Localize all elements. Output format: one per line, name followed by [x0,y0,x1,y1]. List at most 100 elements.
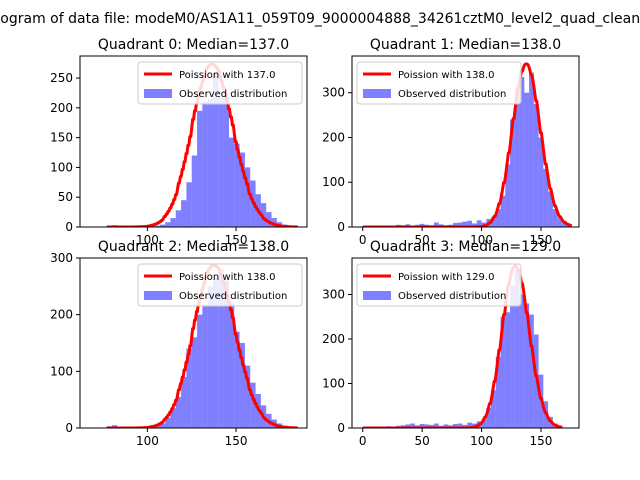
histogram-bar [529,314,534,428]
histogram-bar [519,294,525,428]
x-tick-label: 150 [225,233,248,247]
x-tick-label: 150 [225,434,248,448]
quadrant-2-chart: 100 150 0 100 200 300 Quadrant 2: Median=138.0… [50,239,308,448]
histogram-bar [505,164,511,227]
quadrant-0-chart: 100 150 0 50 100 150 200 250 Quadrant 0: Median=… [50,37,308,247]
legend-observed-swatch [144,89,172,98]
legend: Poission with 138.0 Observed distribution [137,263,303,307]
legend-fit-label: Poission with 138.0 [179,272,275,283]
histogram-bar [434,423,439,428]
histogram-bar [429,424,434,428]
histogram-bar [453,423,458,428]
histogram-bar [514,270,520,428]
legend-observed-label: Observed distribution [179,89,287,100]
histogram-bar [218,97,224,227]
histogram-bar [476,220,482,227]
histogram-bar [562,223,568,227]
y-tick-label: 200 [322,332,345,346]
x-tick-label: 100 [136,233,159,247]
histogram-bar [424,424,430,428]
x-tick-label: 0 [359,233,367,247]
y-tick-label: 0 [65,421,73,435]
legend-observed-label: Observed distribution [179,291,287,302]
histogram-bar [186,182,192,227]
histogram-bar [186,348,192,428]
y-tick-label: 100 [50,364,73,378]
histogram-bar [552,209,558,227]
y-tick-label: 50 [58,190,73,204]
legend-fit-label: Poission with 129.0 [398,272,494,283]
histogram-bar [524,303,530,428]
x-tick-label: 50 [414,434,429,448]
histogram-bar [457,423,463,428]
legend-box [137,61,303,105]
histogram-bar [266,212,272,227]
legend: Poission with 138.0 Observed distribution [356,61,522,105]
histogram-bar [228,303,235,428]
histogram-bar [538,137,544,227]
histogram-bar [481,419,487,428]
y-tick-label: 0 [65,220,73,234]
histogram-bar [175,396,182,428]
histogram-bar [191,337,198,428]
histogram-bar [495,209,501,227]
histogram-bar [202,306,208,428]
histogram-bar [234,143,240,227]
histogram-bar [202,101,208,227]
histogram-bar [510,285,515,428]
y-tick-label: 250 [50,71,73,85]
y-tick-label: 200 [322,130,345,144]
histogram-bar [519,77,525,227]
quadrant-0-title: Quadrant 0: Median=137.0 [98,37,289,53]
histogram-bar [170,218,176,227]
histogram-bar [207,98,214,227]
histogram-bar [213,277,219,428]
legend-observed-label: Observed distribution [398,291,506,302]
histogram-bar [175,210,182,227]
histogram-bar [500,316,506,428]
histogram-bar [159,423,166,428]
histogram-bar [500,195,506,227]
histogram-bar [467,422,473,428]
histogram-bar [491,217,496,227]
quadrant-1-title: Quadrant 1: Median=138.0 [370,37,561,53]
histogram-bar [239,152,245,227]
histogram-bar [419,223,425,227]
histogram-bar [239,343,245,428]
histogram-bar [510,119,515,227]
histogram-bar [557,218,563,227]
histogram-bar [472,223,477,227]
legend-observed-label: Observed distribution [398,89,506,100]
histogram-bar [524,92,530,227]
histogram-bar [486,407,492,428]
histogram-bar [228,137,235,227]
histogram-bar [529,72,534,227]
legend-observed-swatch [144,291,172,300]
quadrant-3-chart: 0 50 100 150 0 100 200 300 Quadrant 3: Median=12… [322,239,580,448]
histogram-bar [467,220,473,227]
histogram-bar [154,225,160,227]
histogram-bar [197,110,203,227]
histogram-bar [213,73,219,227]
quadrant-2-title: Quadrant 2: Median=138.0 [98,239,289,255]
y-tick-label: 300 [322,86,345,100]
histogram-bar [234,331,240,428]
histogram-bar [260,203,267,227]
x-tick-label: 100 [470,233,493,247]
histogram-bar [434,222,439,227]
x-tick-label: 50 [414,233,429,247]
histogram-bar [405,424,411,428]
axes-frame [79,55,308,228]
legend-box [356,263,522,307]
histogram-bar [165,417,171,428]
histogram-bar [491,390,496,428]
axes-frame [79,257,308,429]
histogram-bar [207,286,214,428]
histogram-bar [218,269,224,428]
histogram-bar [457,222,463,227]
histogram-bar [165,222,171,227]
histogram-bar [533,103,539,227]
histogram-bar [244,365,251,428]
quadrant-1-chart: 0 50 100 150 0 100 200 300 Quadrant 1: Median=13… [322,37,580,247]
